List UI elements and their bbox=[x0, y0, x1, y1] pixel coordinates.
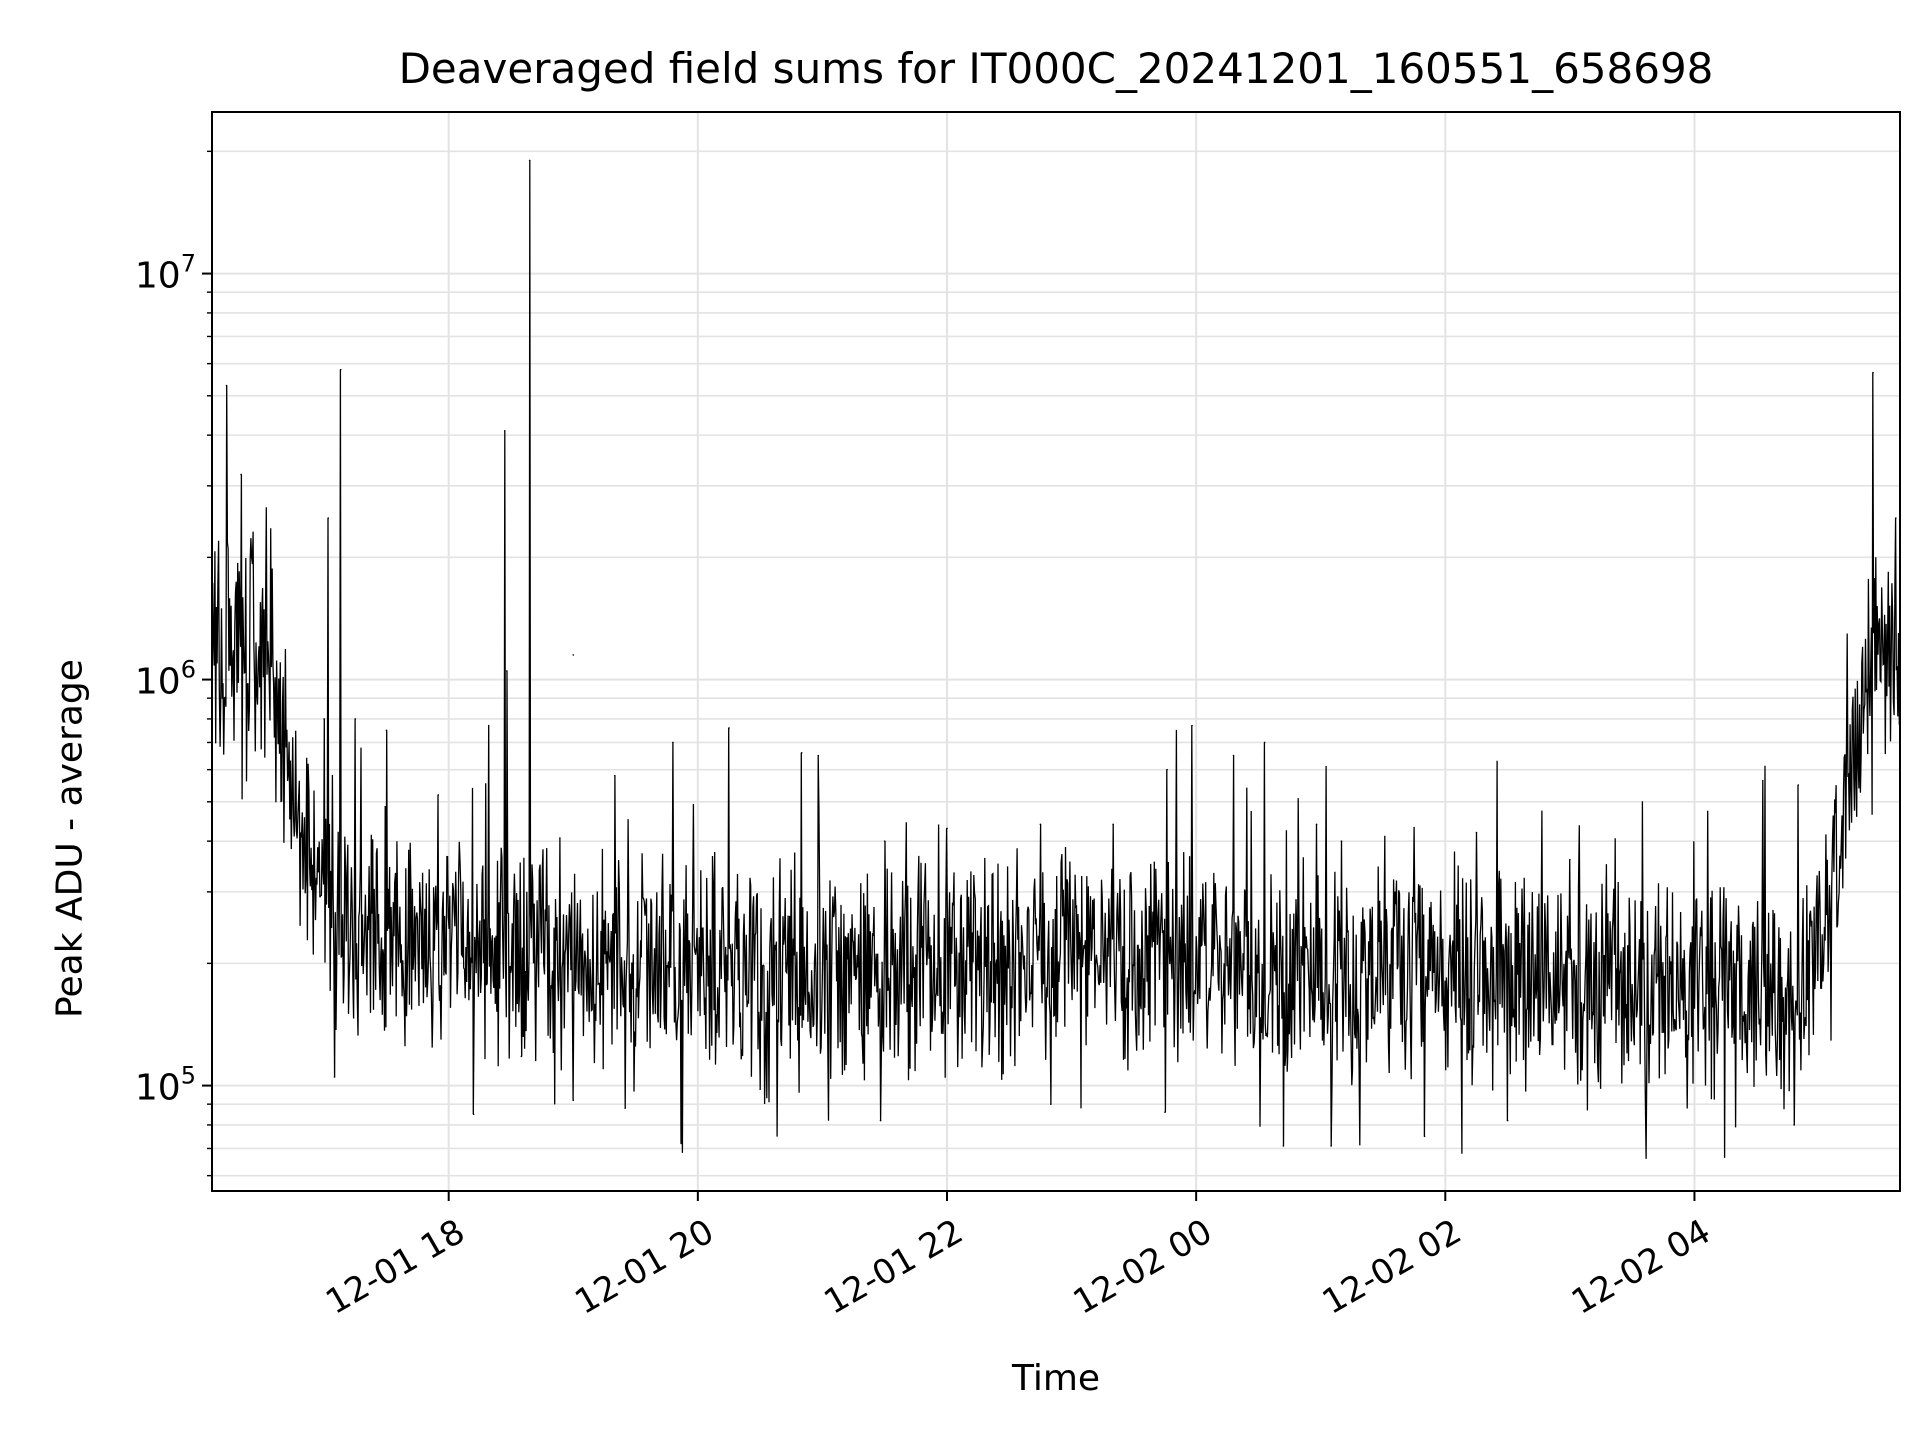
peak-point bbox=[613, 774, 616, 777]
dip-point bbox=[624, 1107, 626, 1109]
peak-point bbox=[1895, 517, 1897, 519]
dip-point bbox=[1050, 1103, 1052, 1105]
dip-point bbox=[1423, 1135, 1426, 1138]
peak-point bbox=[1112, 823, 1114, 826]
dip-point bbox=[520, 1055, 523, 1058]
peak-point bbox=[323, 718, 325, 720]
peak-point bbox=[1569, 858, 1571, 861]
peak-point bbox=[1315, 823, 1318, 826]
peak-point bbox=[354, 718, 357, 720]
peak-point bbox=[728, 727, 730, 729]
peak-point bbox=[1340, 840, 1343, 842]
dip-point bbox=[572, 1099, 575, 1102]
peak-point bbox=[250, 556, 253, 559]
series-path bbox=[211, 160, 1901, 1159]
dip-point bbox=[1164, 1111, 1166, 1113]
peak-point bbox=[572, 654, 575, 656]
peak-point bbox=[503, 429, 506, 432]
peak-point bbox=[339, 368, 342, 371]
peak-point bbox=[1166, 768, 1168, 771]
dip-point bbox=[472, 1113, 475, 1116]
chart-title: Deaveraged field sums for IT000C_2024120… bbox=[398, 44, 1714, 93]
peak-point bbox=[1191, 724, 1193, 727]
dip-point bbox=[680, 1142, 683, 1145]
y-tick-label: 106 bbox=[135, 656, 196, 703]
peak-point bbox=[817, 754, 820, 757]
peak-point bbox=[385, 729, 388, 732]
dip-point bbox=[1330, 1145, 1332, 1147]
peak-point bbox=[1797, 784, 1800, 786]
peak-point bbox=[1263, 741, 1266, 744]
dip-point bbox=[333, 1076, 336, 1078]
peak-point bbox=[800, 752, 803, 754]
y-tick-label: 105 bbox=[135, 1062, 196, 1109]
peak-point bbox=[1475, 831, 1478, 834]
peak-point bbox=[946, 827, 948, 830]
dip-point bbox=[1506, 1119, 1509, 1122]
dip-point bbox=[1282, 1145, 1285, 1147]
y-tick-label: 107 bbox=[135, 250, 196, 297]
peak-point bbox=[506, 670, 508, 672]
dip-point bbox=[879, 1119, 882, 1122]
peak-point bbox=[1039, 823, 1042, 826]
peak-point bbox=[1232, 754, 1235, 757]
dip-point bbox=[759, 1088, 761, 1090]
plot-frame bbox=[211, 111, 1901, 1192]
peak-point bbox=[327, 517, 330, 519]
peak-point bbox=[240, 473, 242, 476]
peak-point bbox=[225, 384, 228, 387]
peak-point bbox=[1872, 371, 1874, 374]
peak-point bbox=[285, 729, 288, 732]
series-line bbox=[211, 159, 1901, 1159]
peak-point bbox=[437, 794, 440, 796]
x-axis-label: Time bbox=[1011, 1358, 1101, 1399]
peak-point bbox=[883, 840, 886, 842]
dip-point bbox=[1793, 1124, 1795, 1126]
y-axis-label: Peak ADU - average bbox=[49, 659, 91, 1018]
peak-point bbox=[672, 741, 674, 744]
peak-point bbox=[528, 159, 531, 162]
